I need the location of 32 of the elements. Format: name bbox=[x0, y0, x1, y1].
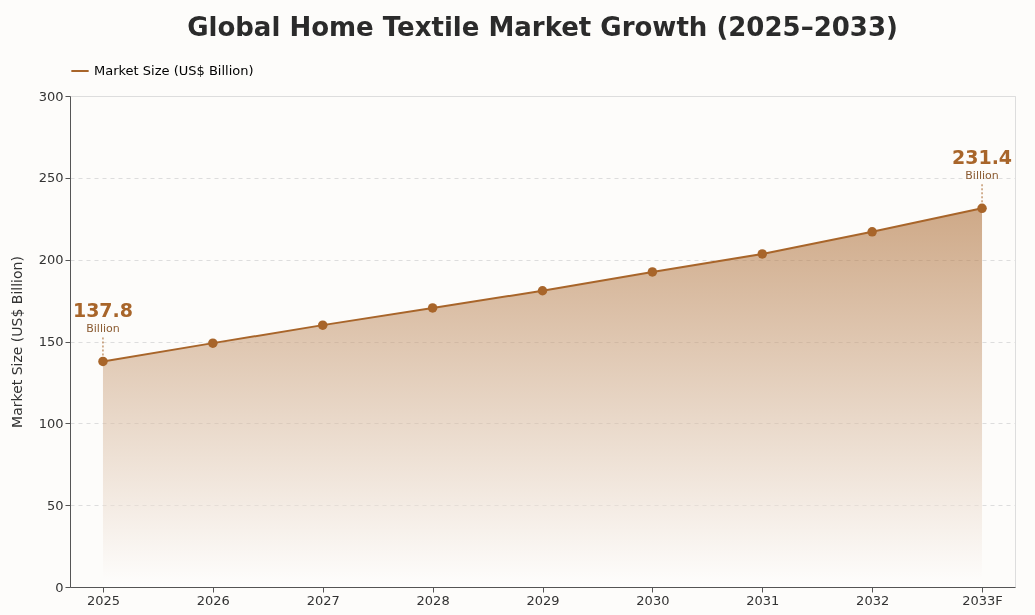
y-axis-title: Market Size (US$ Billion) bbox=[8, 256, 25, 428]
point bbox=[977, 203, 987, 214]
point bbox=[208, 338, 218, 348]
y-tick-label: 200 bbox=[38, 252, 64, 268]
x-tick-label: 2031 bbox=[746, 592, 780, 608]
y-tick-label: 50 bbox=[46, 497, 64, 513]
x-tick-label: 2033F bbox=[962, 592, 1003, 608]
x-tick-label: 2029 bbox=[526, 592, 560, 608]
legend-label: Market Size (US$ Billion) bbox=[94, 63, 254, 78]
y-tick-label: 150 bbox=[38, 334, 64, 349]
chart-title: Global Home Textile Market Growth (2025–2033) bbox=[187, 12, 898, 42]
data-label: 231.4 bbox=[951, 146, 1013, 169]
x-tick-label: 2025 bbox=[86, 592, 121, 608]
x-tick-label: 2027 bbox=[306, 592, 340, 608]
point bbox=[427, 303, 438, 313]
x-tick-label: 2032 bbox=[856, 592, 890, 608]
y-tick-label: 250 bbox=[38, 170, 64, 186]
point bbox=[537, 286, 548, 296]
point bbox=[98, 356, 108, 367]
point bbox=[757, 249, 768, 259]
point bbox=[647, 267, 658, 277]
x-tick-label: 2030 bbox=[636, 592, 670, 608]
y-tick-label: 0 bbox=[55, 579, 64, 595]
x-tick-label: 2026 bbox=[196, 592, 230, 608]
x-tick-label: 2028 bbox=[416, 592, 450, 608]
y-tick-label: 300 bbox=[38, 88, 64, 104]
point bbox=[867, 227, 877, 237]
data-label: 137.8 bbox=[72, 299, 134, 322]
y-tick-label: 100 bbox=[38, 415, 64, 431]
point bbox=[317, 320, 328, 330]
annotation: Billion bbox=[965, 169, 999, 183]
annotation: Billion bbox=[86, 322, 120, 336]
